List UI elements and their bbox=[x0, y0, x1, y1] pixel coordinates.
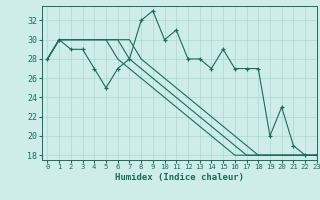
X-axis label: Humidex (Indice chaleur): Humidex (Indice chaleur) bbox=[115, 173, 244, 182]
